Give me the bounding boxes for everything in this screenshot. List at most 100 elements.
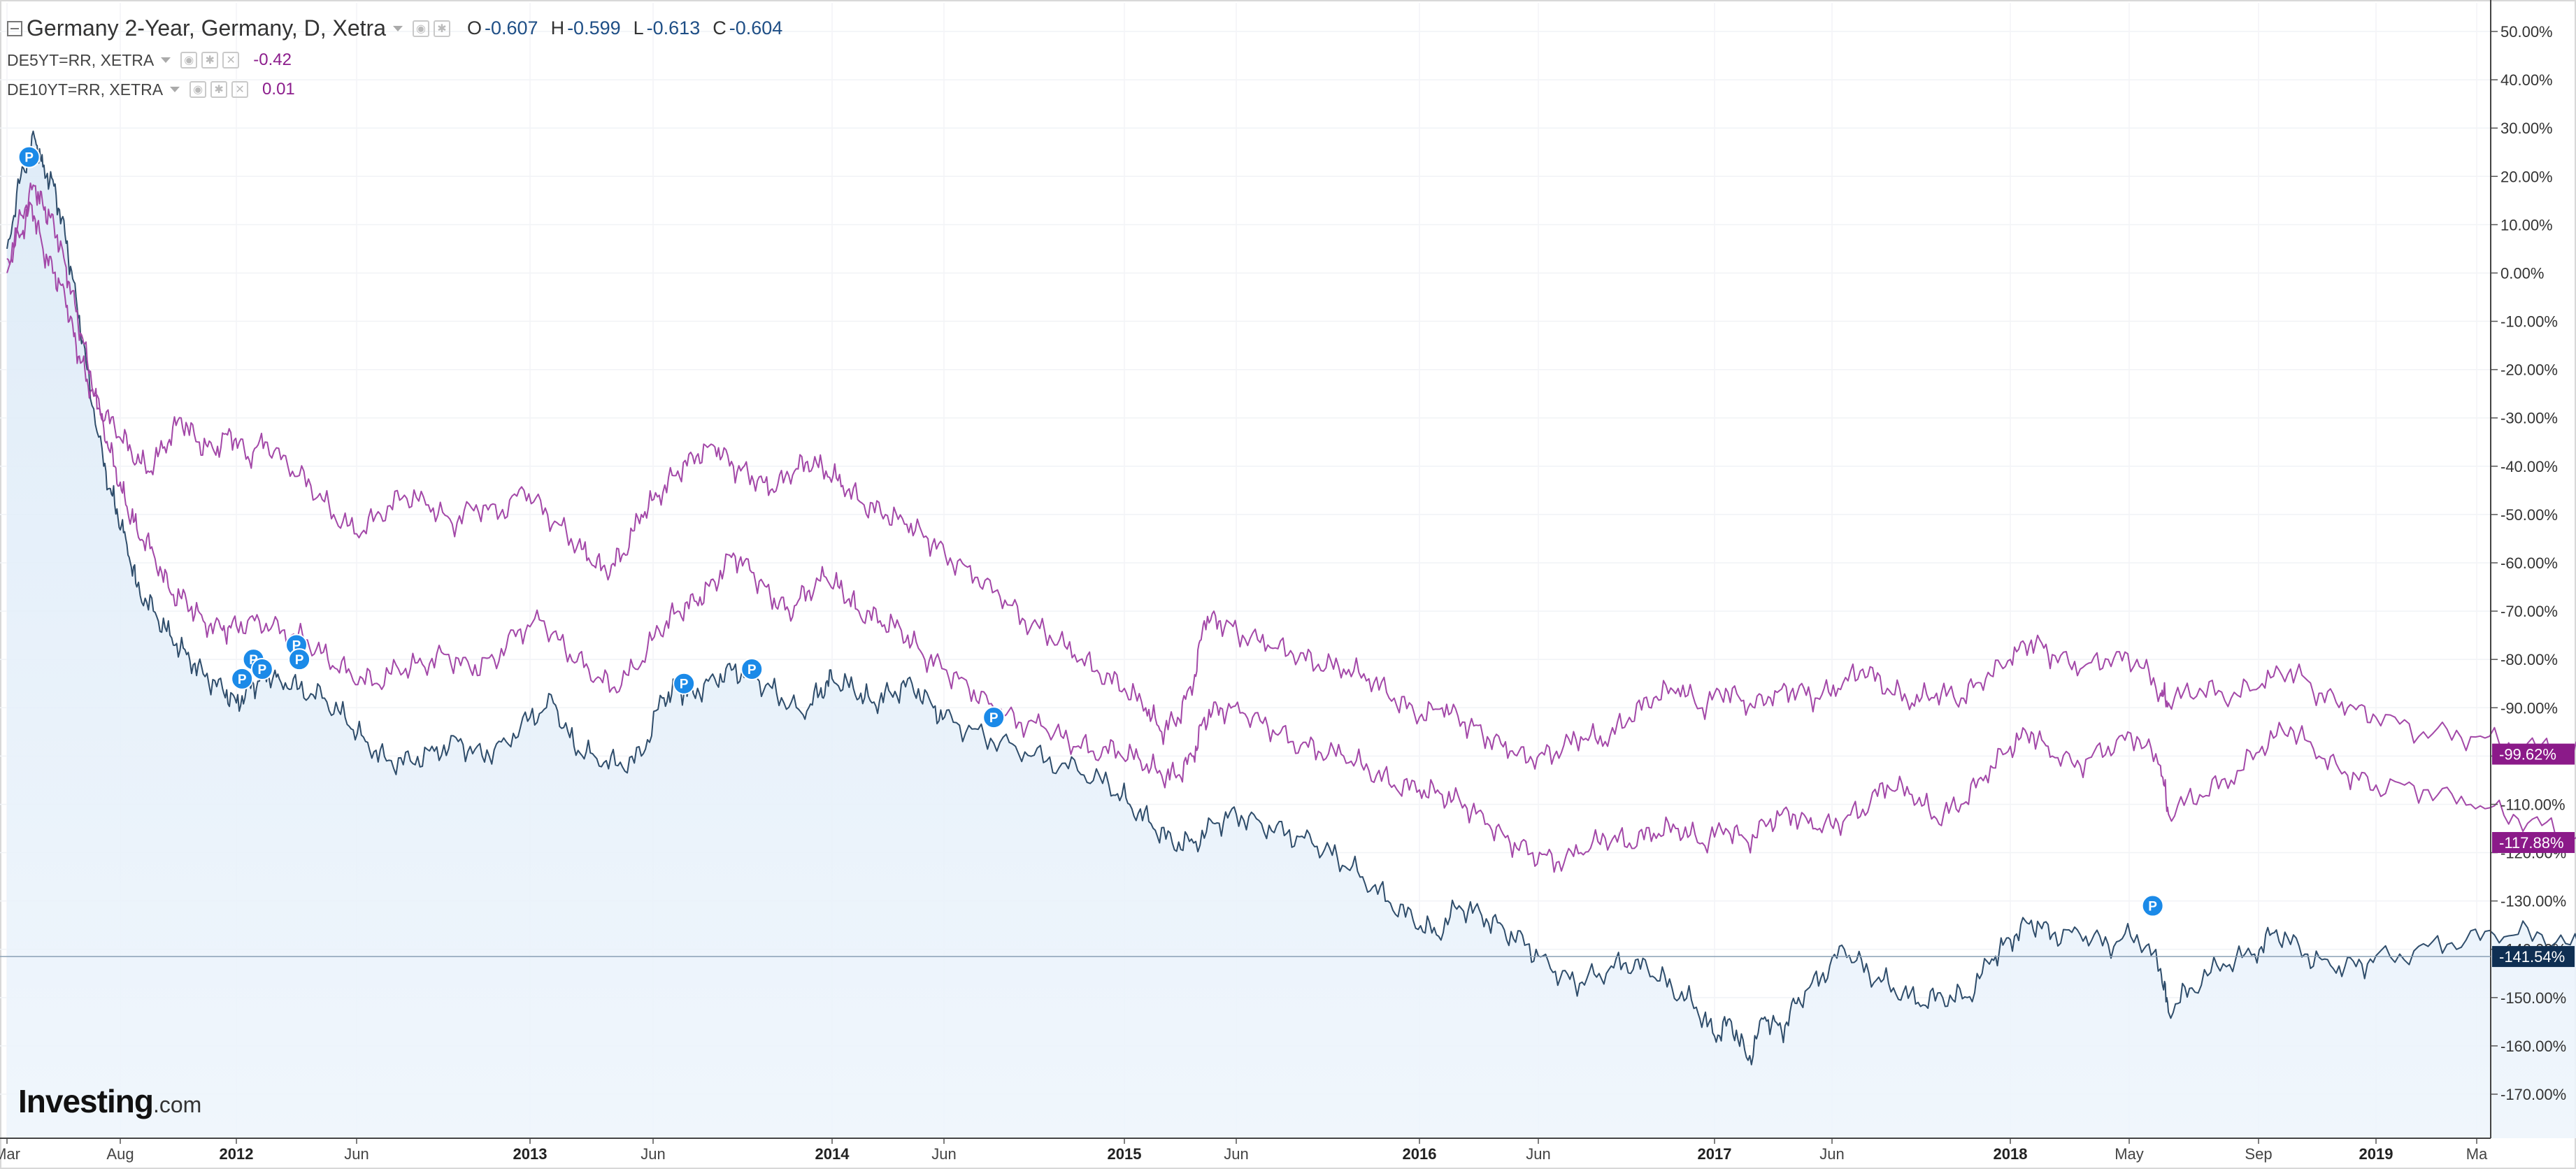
event-marker-dot[interactable] xyxy=(982,706,1006,729)
close-value: -0.604 xyxy=(729,17,783,38)
y-tick-label: 50.00% xyxy=(2500,23,2553,41)
x-tick-label: Jun xyxy=(641,1145,665,1163)
event-marker-label[interactable]: P xyxy=(258,663,267,677)
x-tick-label: Jun xyxy=(1224,1145,1248,1163)
series3-value: 0.01 xyxy=(262,80,295,99)
gear-icon[interactable]: ✱ xyxy=(201,52,219,69)
y-tick-label: -150.00% xyxy=(2500,989,2566,1007)
y-tick-label: -90.00% xyxy=(2500,699,2558,717)
event-marker[interactable]: P xyxy=(2141,894,2164,917)
series2-title[interactable]: DE5YT=RR, XETRA xyxy=(7,50,155,69)
x-tick-label: Ma xyxy=(2466,1145,2488,1163)
y-tick-label: -60.00% xyxy=(2500,554,2558,572)
legend-main: Germany 2-Year, Germany, D, Xetra ◉ ✱ O … xyxy=(7,15,782,41)
event-marker-label[interactable]: P xyxy=(295,653,304,668)
chevron-down-icon[interactable] xyxy=(170,87,180,92)
event-marker-dot[interactable] xyxy=(673,672,696,695)
event-marker[interactable]: P xyxy=(288,648,311,671)
last-value-badge: -99.62% xyxy=(2499,746,2556,763)
gear-icon[interactable]: ✱ xyxy=(433,20,450,37)
y-tick-label: -130.00% xyxy=(2500,893,2566,910)
series3-title[interactable]: DE10YT=RR, XETRA xyxy=(7,80,164,99)
x-tick-label: 2019 xyxy=(2359,1145,2393,1163)
event-layer[interactable]: PPPPPPPPPPP xyxy=(17,145,2576,931)
collapse-icon[interactable] xyxy=(7,20,22,36)
y-tick-label: 40.00% xyxy=(2500,71,2553,89)
x-tick-label: 2017 xyxy=(1698,1145,1732,1163)
gear-icon[interactable]: ✱ xyxy=(210,81,228,98)
y-tick-label: -170.00% xyxy=(2500,1086,2566,1103)
event-marker-dot[interactable] xyxy=(17,145,41,168)
last-value-badge-bg xyxy=(2492,946,2575,968)
event-marker-dot[interactable] xyxy=(2141,894,2164,917)
y-tick-label: -10.00% xyxy=(2500,313,2558,331)
legend-series3: DE10YT=RR, XETRA ◉ ✱ ✕ 0.01 xyxy=(7,80,295,99)
series-line-2[interactable] xyxy=(6,201,2576,770)
last-value-badge-bg xyxy=(2492,832,2575,854)
area-layer xyxy=(7,131,2576,1138)
main-series-title[interactable]: Germany 2-Year, Germany, D, Xetra xyxy=(27,15,386,41)
y-tick-label: -50.00% xyxy=(2500,506,2558,524)
event-marker-label[interactable]: P xyxy=(989,711,999,726)
x-tick-label: 2018 xyxy=(1994,1145,2028,1163)
event-marker[interactable]: P xyxy=(673,672,696,695)
event-marker-label[interactable]: P xyxy=(747,663,757,677)
event-marker[interactable]: P xyxy=(231,667,254,690)
chevron-down-icon[interactable] xyxy=(161,57,171,63)
series-line-1[interactable] xyxy=(6,182,2576,873)
line-layer xyxy=(6,130,2576,1066)
close-icon[interactable]: ✕ xyxy=(222,52,240,69)
event-marker-label[interactable]: P xyxy=(680,677,689,692)
last-value-badge-bg xyxy=(2492,743,2575,765)
event-marker-dot[interactable] xyxy=(740,658,764,680)
open-value: -0.607 xyxy=(485,17,538,38)
x-tick-label: Jun xyxy=(344,1145,368,1163)
y-tick-label: 20.00% xyxy=(2500,168,2553,185)
legend-series2: DE5YT=RR, XETRA ◉ ✱ ✕ -0.42 xyxy=(7,50,292,70)
close-icon[interactable]: ✕ xyxy=(231,81,249,98)
eye-icon[interactable]: ◉ xyxy=(189,81,207,98)
series-line-0[interactable] xyxy=(6,130,2576,1066)
last-value-badge: -117.88% xyxy=(2499,834,2564,852)
low-label: L xyxy=(633,17,644,38)
event-marker[interactable]: P xyxy=(250,658,273,680)
event-marker-label[interactable]: P xyxy=(24,151,34,166)
event-marker[interactable]: P xyxy=(740,658,764,680)
badge-layer: -141.54% -117.88% -99.62% xyxy=(0,743,2575,968)
logo-brand: Investing xyxy=(18,1083,154,1119)
event-marker-dot[interactable] xyxy=(288,648,311,671)
x-tick-label: Jun xyxy=(1526,1145,1550,1163)
x-tick-label: Jun xyxy=(931,1145,956,1163)
x-tick-label: 2012 xyxy=(220,1145,254,1163)
last-value-badge: -141.54% xyxy=(2499,948,2565,966)
y-tick-label: -30.00% xyxy=(2500,410,2558,427)
series2-value: -0.42 xyxy=(253,50,292,69)
eye-icon[interactable]: ◉ xyxy=(180,52,198,69)
high-value: -0.599 xyxy=(567,17,621,38)
event-marker-label[interactable]: P xyxy=(2148,900,2157,915)
event-marker[interactable]: P xyxy=(17,145,41,168)
y-tick-label: -80.00% xyxy=(2500,651,2558,668)
event-marker-label[interactable]: P xyxy=(238,673,247,687)
event-marker-dot[interactable] xyxy=(250,658,273,680)
eye-icon[interactable]: ◉ xyxy=(412,20,429,37)
x-tick-label: Aug xyxy=(106,1145,134,1163)
x-tick-label: 2014 xyxy=(815,1145,850,1163)
open-label: O xyxy=(466,17,482,38)
series-area-0 xyxy=(7,131,2576,1138)
high-label: H xyxy=(550,17,565,38)
event-marker[interactable]: P xyxy=(982,706,1006,729)
x-tick-label: Mar xyxy=(0,1145,20,1163)
x-tick-label: 2015 xyxy=(1108,1145,1142,1163)
x-tick-label: Jun xyxy=(1819,1145,1844,1163)
y-tick-label: -160.00% xyxy=(2500,1038,2566,1055)
chevron-down-icon[interactable] xyxy=(392,25,403,31)
event-marker-dot[interactable] xyxy=(231,667,254,690)
close-label: C xyxy=(713,17,727,38)
y-tick-label: 0.00% xyxy=(2500,264,2544,282)
x-tick-label: 2013 xyxy=(513,1145,548,1163)
